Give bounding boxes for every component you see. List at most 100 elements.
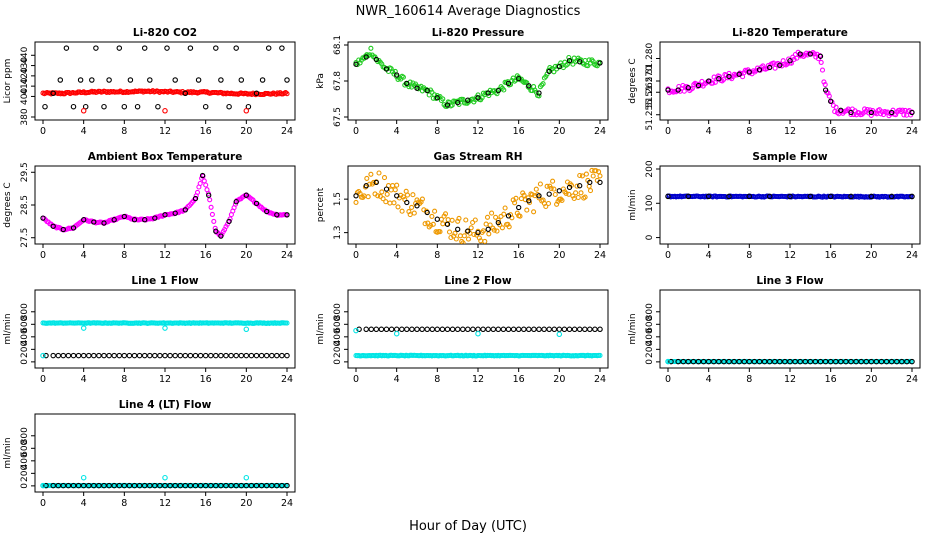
data-point bbox=[141, 482, 148, 489]
data-point bbox=[521, 192, 527, 198]
data-point bbox=[716, 358, 722, 365]
data-point bbox=[794, 55, 800, 61]
data-point bbox=[470, 326, 476, 333]
data-point bbox=[274, 482, 280, 489]
panel-sample: Sample Flow ml/min 0 4 8 12 16 20 24 0 100 200 bbox=[628, 151, 921, 261]
data-point bbox=[858, 358, 864, 365]
x-tick-label: 8 bbox=[121, 250, 127, 261]
y-axis-label: degrees C bbox=[3, 182, 13, 227]
x-tick-label: 12 bbox=[159, 126, 171, 137]
data-point bbox=[546, 326, 552, 333]
data-point bbox=[429, 326, 436, 333]
panel-title: Line 1 Flow bbox=[131, 275, 198, 287]
data-point bbox=[50, 482, 56, 489]
data-point bbox=[378, 326, 385, 333]
data-point bbox=[195, 77, 202, 83]
data-point bbox=[121, 352, 128, 359]
data-point bbox=[695, 358, 702, 365]
data-point bbox=[597, 179, 603, 186]
data-point bbox=[751, 358, 758, 365]
data-point bbox=[208, 482, 214, 489]
data-point bbox=[577, 172, 583, 179]
data-point bbox=[63, 45, 70, 51]
data-point bbox=[446, 229, 453, 235]
x-tick-label: 0 bbox=[353, 374, 359, 385]
data-point bbox=[253, 352, 260, 359]
data-point bbox=[833, 358, 839, 365]
data-point bbox=[197, 180, 203, 187]
panel-title: Ambient Box Temperature bbox=[88, 151, 243, 163]
data-point bbox=[141, 352, 148, 359]
data-point bbox=[80, 325, 87, 331]
data-point bbox=[390, 183, 396, 189]
data-point bbox=[131, 217, 138, 223]
data-point bbox=[70, 352, 77, 359]
x-tick-label: 12 bbox=[472, 126, 484, 137]
data-point bbox=[566, 191, 572, 197]
data-point bbox=[404, 326, 410, 333]
data-point bbox=[167, 352, 173, 359]
data-point bbox=[284, 352, 290, 359]
x-tick-label: 4 bbox=[706, 250, 712, 261]
data-point bbox=[563, 190, 569, 196]
y-tick-label: 200 bbox=[20, 340, 30, 357]
data-point bbox=[817, 53, 824, 59]
data-point bbox=[909, 109, 915, 116]
data-point bbox=[213, 352, 219, 359]
x-tick-label: 12 bbox=[159, 374, 171, 385]
data-point bbox=[587, 179, 593, 186]
data-point bbox=[223, 352, 229, 359]
data-point bbox=[449, 102, 455, 108]
y-tick-label: 68.1 bbox=[333, 35, 343, 55]
data-point bbox=[121, 482, 128, 489]
data-point bbox=[540, 81, 546, 87]
data-point bbox=[91, 219, 97, 225]
data-point bbox=[525, 195, 531, 201]
y-tick-label: 400 bbox=[20, 88, 30, 105]
data-point bbox=[705, 193, 712, 200]
data-point bbox=[182, 207, 188, 213]
data-point bbox=[583, 171, 589, 177]
data-point bbox=[495, 219, 501, 226]
x-tick-label: 4 bbox=[81, 498, 87, 509]
x-tick-label: 4 bbox=[706, 374, 712, 385]
data-point bbox=[710, 80, 716, 86]
y-axis-label: percent bbox=[316, 187, 326, 222]
data-point bbox=[752, 69, 758, 75]
data-point bbox=[434, 326, 441, 333]
data-point bbox=[40, 215, 46, 221]
data-point bbox=[284, 77, 290, 83]
data-point bbox=[164, 45, 170, 51]
data-point bbox=[797, 51, 803, 57]
y-tick-label: 51.280 bbox=[645, 42, 655, 74]
data-point bbox=[70, 225, 77, 231]
data-point bbox=[101, 352, 107, 359]
series-cal-points bbox=[353, 327, 563, 338]
data-point bbox=[826, 93, 832, 99]
data-point bbox=[731, 358, 737, 365]
panel-temperature: Li-820 Temperature degrees C 0 4 8 12 16 20 24 51… bbox=[628, 27, 921, 137]
x-tick-label: 12 bbox=[159, 250, 171, 261]
data-point bbox=[767, 64, 773, 71]
data-point bbox=[675, 358, 681, 365]
y-axis-label: ml/min bbox=[628, 313, 638, 344]
y-tick-label: 430 bbox=[20, 57, 30, 74]
data-point bbox=[695, 82, 702, 89]
data-point bbox=[460, 240, 466, 244]
data-point bbox=[578, 190, 584, 196]
data-point bbox=[546, 191, 552, 197]
series-hourly-mean bbox=[40, 172, 290, 239]
data-point bbox=[91, 352, 97, 359]
data-point bbox=[424, 209, 430, 216]
data-point bbox=[904, 358, 910, 365]
data-point bbox=[202, 352, 209, 359]
data-point bbox=[480, 228, 486, 234]
data-point bbox=[460, 326, 466, 333]
data-point bbox=[172, 210, 178, 216]
x-tick-label: 20 bbox=[240, 250, 252, 261]
series-hourly-mean bbox=[356, 326, 603, 333]
data-point bbox=[363, 54, 369, 60]
data-point bbox=[409, 204, 415, 210]
panel-title: Li-820 Temperature bbox=[732, 27, 848, 39]
data-point bbox=[213, 228, 219, 234]
